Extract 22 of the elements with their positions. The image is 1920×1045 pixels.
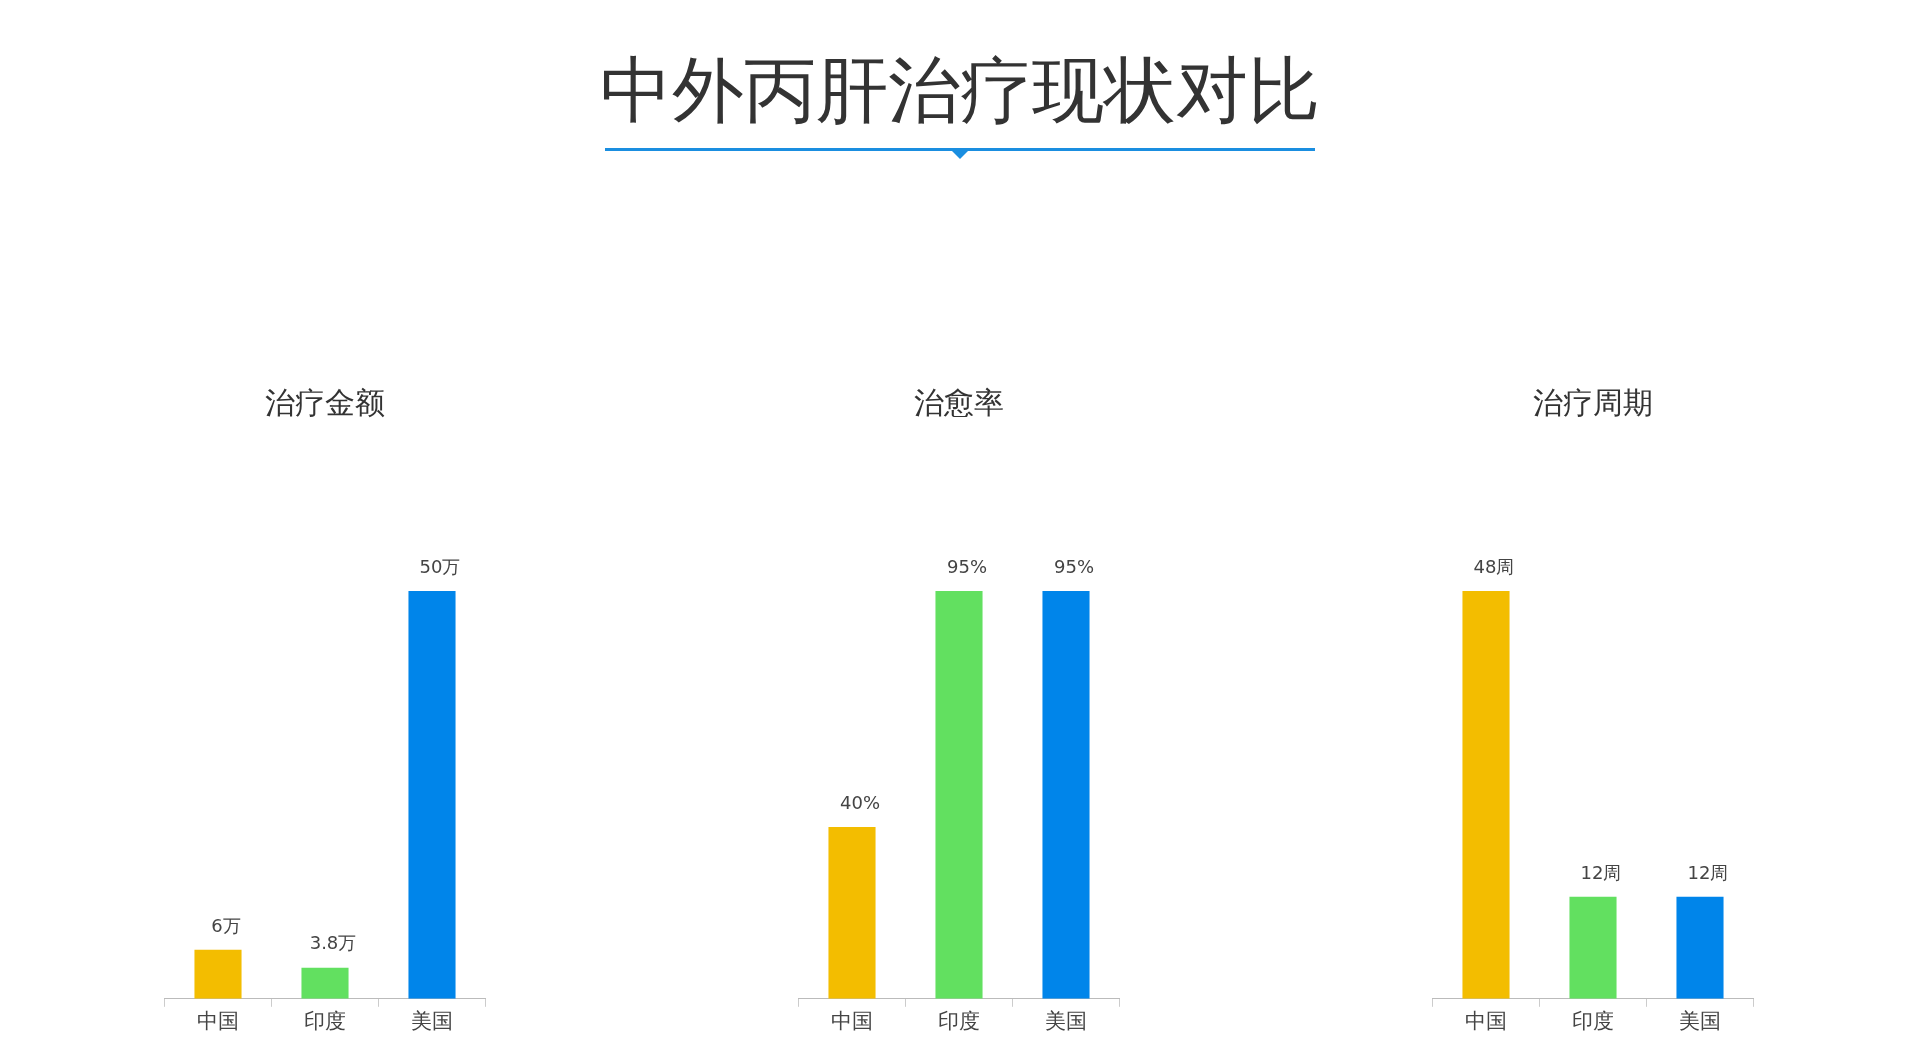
data-label: 12周	[1580, 861, 1622, 883]
x-tick-label: 印度	[1572, 1008, 1614, 1033]
data-label: 50万	[419, 555, 461, 577]
chart-subtitle: 治愈率	[913, 384, 1005, 422]
data-label: 95%	[1053, 555, 1095, 577]
data-label: 40%	[839, 791, 881, 813]
chart-subtitle: 治疗金额	[264, 384, 386, 422]
data-label: 6万	[211, 914, 241, 936]
x-tick-label: 印度	[938, 1008, 980, 1033]
x-tick-label: 美国	[1679, 1008, 1721, 1033]
chart-subtitle: 治疗周期	[1532, 384, 1654, 422]
x-tick-label: 美国	[411, 1008, 453, 1033]
x-tick-label: 中国	[197, 1008, 239, 1033]
data-label: 12周	[1687, 861, 1729, 883]
x-tick-label: 中国	[1465, 1008, 1507, 1033]
data-label: 48周	[1473, 555, 1515, 577]
data-label: 3.8万	[309, 932, 357, 954]
x-tick-label: 美国	[1045, 1008, 1087, 1033]
x-tick-label: 印度	[304, 1008, 346, 1033]
text: 中外丙肝治疗现状对比	[599, 47, 1321, 134]
x-tick-label: 中国	[831, 1008, 873, 1033]
data-label: 95%	[946, 555, 988, 577]
